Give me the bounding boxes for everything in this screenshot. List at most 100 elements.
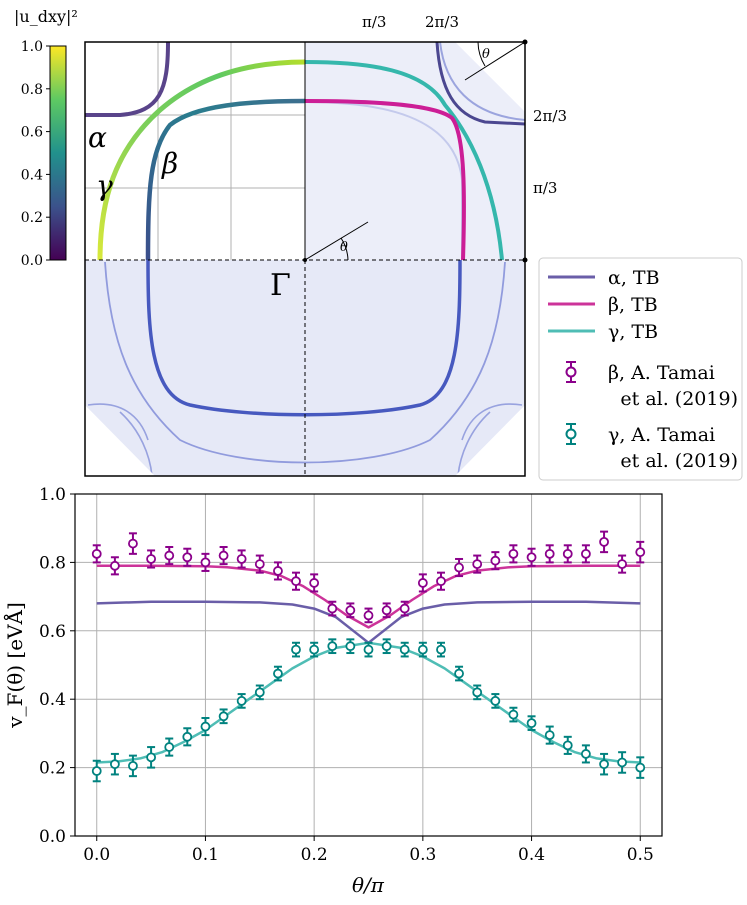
velocity-chart: 0.0 0.1 0.2 0.3 0.4 0.5 0.0 0.2 0.4 0.6 0.8 1.0 θ/π… bbox=[2, 485, 663, 897]
data-point bbox=[381, 641, 392, 652]
colorbar-label: |u_dxy|² bbox=[14, 7, 78, 26]
series-line bbox=[96, 641, 641, 764]
colorbar-ticks: 0.0 0.2 0.4 0.6 0.8 1.0 bbox=[21, 39, 50, 269]
legend-entry-label-cont: et al. (2019) bbox=[620, 388, 738, 410]
legend-swatch-marker bbox=[565, 366, 577, 378]
data-point bbox=[436, 576, 446, 587]
right-tick-2pi-3: 2π/3 bbox=[533, 107, 567, 125]
data-point bbox=[200, 557, 211, 568]
y-tick-label: 0.0 bbox=[39, 827, 66, 847]
top-tick-2pi-3: 2π/3 bbox=[425, 13, 459, 31]
y-tick-label: 0.2 bbox=[39, 759, 66, 779]
corner-dot-top bbox=[522, 39, 528, 45]
data-point bbox=[617, 559, 628, 570]
tb-alpha-band-right bbox=[435, 41, 526, 126]
data-point bbox=[128, 538, 138, 549]
corner-dot-right bbox=[522, 257, 528, 263]
data-point bbox=[399, 644, 410, 655]
data-point bbox=[363, 610, 374, 621]
beta-label: β bbox=[161, 147, 178, 180]
data-point bbox=[309, 644, 320, 655]
legend-entry-label: β, A. Tamai bbox=[608, 362, 715, 384]
data-point bbox=[417, 644, 428, 655]
data-point bbox=[309, 578, 320, 588]
data-point bbox=[454, 668, 464, 679]
data-point bbox=[526, 718, 537, 729]
right-tick-pi-3: π/3 bbox=[533, 179, 557, 197]
chart-ticks: 0.0 0.1 0.2 0.3 0.4 0.5 0.0 0.2 0.4 0.6 0.8 1.0 bbox=[39, 485, 654, 865]
data-point bbox=[617, 757, 628, 768]
legend-entry-label-cont: et al. (2019) bbox=[620, 450, 738, 472]
x-tick-label: 0.3 bbox=[409, 845, 436, 865]
data-point bbox=[599, 759, 609, 770]
chart-frame bbox=[74, 493, 663, 837]
data-point bbox=[146, 752, 156, 763]
data-point bbox=[291, 576, 301, 587]
arpes-alpha-band-left bbox=[87, 403, 153, 476]
data-point bbox=[581, 548, 591, 559]
tb-alpha-band-left bbox=[85, 41, 170, 117]
data-point bbox=[635, 762, 646, 773]
data-point bbox=[91, 766, 102, 776]
data-point bbox=[562, 548, 573, 559]
data-point bbox=[146, 554, 156, 564]
data-point bbox=[327, 603, 338, 614]
chart-series bbox=[91, 530, 646, 783]
data-point bbox=[454, 562, 464, 573]
theta-arc bbox=[340, 237, 349, 261]
legend-entry-label: γ, A. Tamai bbox=[608, 424, 715, 446]
data-point bbox=[273, 566, 283, 576]
data-point bbox=[164, 550, 175, 561]
top-tick-pi-3: π/3 bbox=[362, 13, 386, 31]
data-point bbox=[273, 668, 283, 679]
corner-theta-ray bbox=[464, 41, 526, 81]
theta-label: θ bbox=[340, 240, 348, 255]
data-point bbox=[599, 536, 609, 547]
y-axis-label: v_F(θ) [eVÅ] bbox=[2, 602, 27, 729]
data-point bbox=[91, 548, 102, 559]
gamma-label: Γ bbox=[270, 268, 291, 303]
theta-ray bbox=[304, 221, 369, 261]
legend: α, TB β, TB γ, TB β, A. Tamai et al. (2019) γ… bbox=[538, 257, 743, 481]
data-point bbox=[345, 641, 356, 652]
data-point bbox=[109, 759, 120, 770]
data-point bbox=[218, 550, 229, 561]
data-point bbox=[544, 730, 555, 741]
data-point bbox=[562, 740, 573, 751]
data-point bbox=[345, 605, 356, 616]
colorbar-tick-label: 0.6 bbox=[21, 125, 43, 141]
x-tick-label: 0.0 bbox=[83, 845, 110, 865]
data-point bbox=[182, 731, 193, 742]
x-tick-label: 0.2 bbox=[301, 845, 328, 865]
data-point bbox=[291, 644, 301, 655]
alpha-label: α bbox=[88, 121, 107, 154]
data-point bbox=[508, 709, 519, 720]
x-axis-label: θ/π bbox=[352, 873, 385, 897]
data-point bbox=[399, 603, 410, 614]
legend-swatch-marker bbox=[565, 428, 577, 440]
colorbar-gradient bbox=[49, 45, 67, 261]
gamma-point bbox=[303, 258, 307, 262]
colorbar-tick-label: 1.0 bbox=[21, 39, 43, 55]
arpes-gamma-band bbox=[104, 261, 506, 464]
corner-theta-label: θ bbox=[482, 47, 490, 62]
data-point bbox=[128, 760, 138, 771]
y-tick-label: 0.4 bbox=[39, 690, 66, 710]
gamma-band-label: γ bbox=[96, 169, 113, 202]
data-point bbox=[508, 548, 519, 559]
x-tick-label: 0.1 bbox=[192, 845, 219, 865]
data-point bbox=[490, 696, 501, 706]
data-point bbox=[472, 687, 483, 698]
tb-beta-band-left bbox=[145, 98, 306, 261]
y-tick-label: 1.0 bbox=[39, 485, 66, 505]
tb-beta-band-right bbox=[304, 99, 466, 261]
data-point bbox=[200, 721, 211, 732]
colorbar-tick-label: 0.2 bbox=[21, 210, 43, 226]
data-point bbox=[254, 559, 265, 570]
data-point bbox=[581, 749, 591, 759]
data-point bbox=[472, 559, 483, 570]
chart-grid bbox=[75, 493, 662, 837]
colorbar-tick-label: 0.4 bbox=[21, 167, 43, 183]
colorbar-tick-label: 0.8 bbox=[21, 82, 43, 98]
data-point bbox=[381, 605, 392, 616]
